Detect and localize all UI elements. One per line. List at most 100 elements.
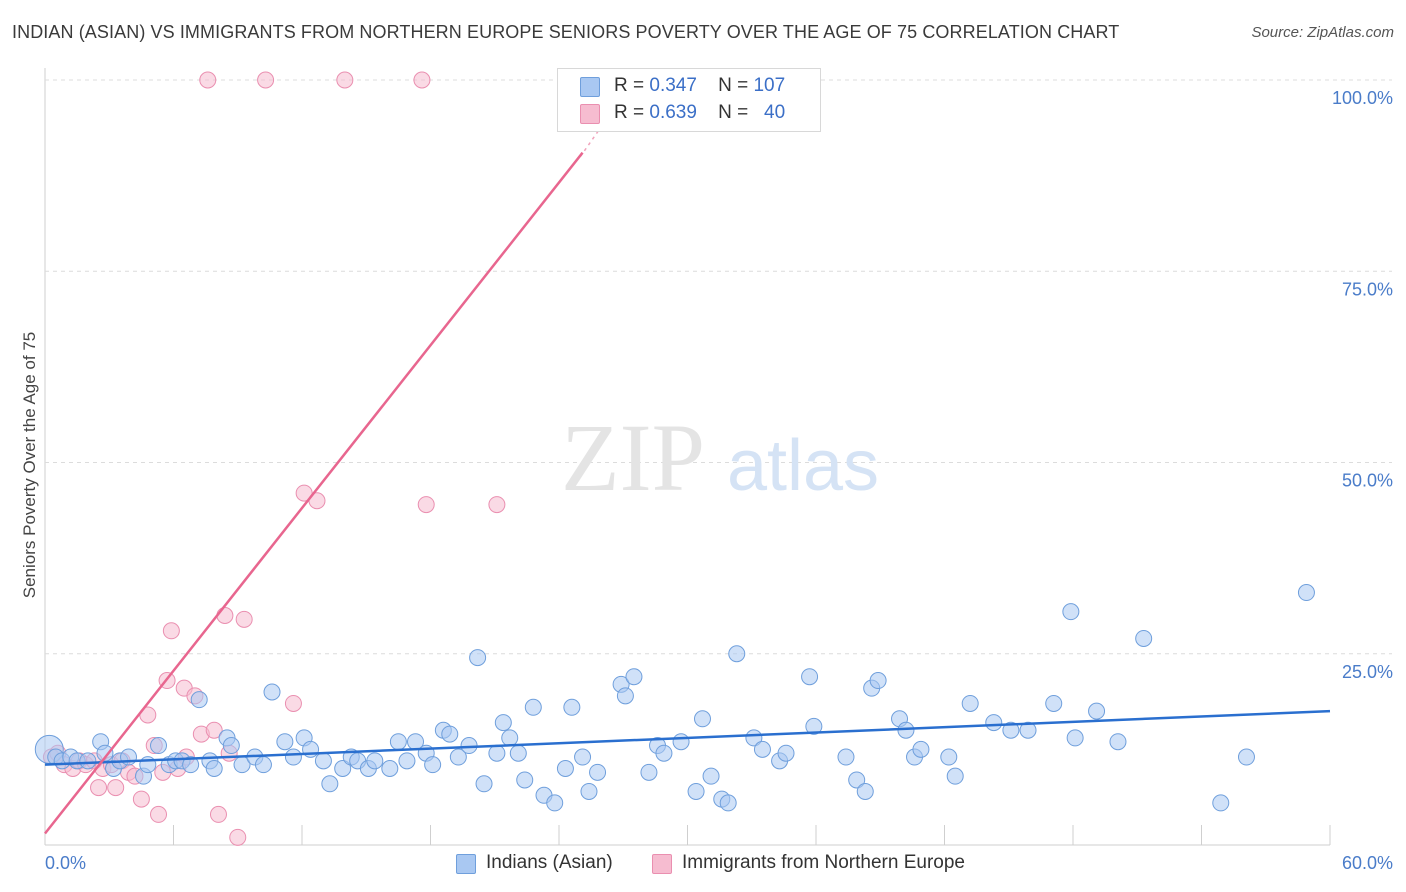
watermark-zip: ZIP	[561, 404, 705, 511]
pink-trend-line	[44, 151, 584, 835]
blue-point	[284, 748, 302, 766]
blue-point	[574, 748, 592, 766]
x-tick-marks	[44, 825, 1331, 845]
blue-point	[985, 714, 1003, 732]
blue-point	[441, 725, 459, 743]
blue-point	[1062, 603, 1080, 621]
blue-point	[366, 752, 384, 770]
blue-trend-line	[44, 709, 1331, 766]
blue-point	[1109, 733, 1127, 751]
legend-pink-swatch	[652, 854, 672, 874]
blue-point	[488, 744, 506, 762]
legend-blue-swatch	[456, 854, 476, 874]
pink-point	[284, 694, 302, 712]
blue-point	[150, 737, 168, 755]
blue-point	[516, 771, 534, 789]
blue-point	[946, 767, 964, 785]
y-tick-labels: 25.0% 50.0% 75.0% 100.0%	[1332, 88, 1393, 682]
blue-r-value: 0.347	[649, 75, 697, 96]
source-credit: Source: ZipAtlas.com	[1251, 24, 1394, 41]
blue-point	[856, 782, 874, 800]
blue-point	[254, 756, 272, 774]
blue-point	[1297, 584, 1315, 602]
x-tick-label-min: 0.0%	[45, 853, 86, 873]
blue-point	[1237, 748, 1255, 766]
pink-point	[107, 779, 125, 797]
blue-point	[546, 794, 564, 812]
blue-point	[556, 760, 574, 777]
blue-point	[687, 782, 705, 800]
blue-point	[625, 668, 643, 686]
pink-point	[205, 721, 223, 739]
blue-point	[940, 748, 958, 766]
blue-point	[205, 760, 223, 777]
y-axis-label: Seniors Poverty Over the Age of 75	[20, 331, 39, 599]
pink-point	[235, 610, 253, 628]
blue-n-value: 107	[753, 75, 786, 96]
blue-points	[34, 584, 1315, 812]
blue-point	[1045, 694, 1063, 712]
blue-point	[589, 763, 607, 781]
blue-point	[719, 794, 737, 812]
blue-point	[1002, 721, 1020, 739]
pink-n-label: N =	[718, 102, 749, 123]
blue-point	[276, 733, 294, 751]
y-tick-label: 75.0%	[1342, 279, 1393, 299]
pink-point	[199, 71, 217, 89]
legend-pink-label: Immigrants from Northern Europe	[682, 852, 965, 873]
blue-point	[469, 649, 487, 667]
pink-point	[150, 805, 168, 823]
blue-point	[398, 752, 416, 770]
blue-point	[912, 740, 930, 758]
watermark: ZIP atlas	[561, 404, 879, 511]
blue-point	[182, 756, 200, 774]
x-tick-labels: 0.0% 60.0%	[45, 853, 1393, 873]
blue-point	[494, 714, 512, 732]
blue-point	[314, 752, 332, 770]
blue-point	[449, 748, 467, 766]
pink-point	[488, 496, 506, 514]
pink-point	[257, 71, 275, 89]
blue-point	[837, 748, 855, 766]
blue-point	[616, 687, 634, 705]
pink-point	[413, 71, 431, 89]
blue-point	[1088, 702, 1106, 720]
blue-point	[389, 733, 407, 751]
blue-point	[424, 756, 442, 774]
stats-box: R = 0.347 N = 107 R = 0.639 N = 40	[557, 68, 821, 132]
pink-n-value: 40	[764, 102, 786, 123]
pink-point	[132, 790, 150, 808]
blue-point	[777, 744, 795, 762]
blue-point	[801, 668, 819, 686]
blue-point	[869, 672, 887, 690]
pink-point	[162, 622, 180, 640]
pink-point	[90, 779, 108, 797]
blue-swatch	[580, 77, 600, 97]
pink-r-value: 0.639	[649, 102, 697, 123]
pink-point	[229, 828, 247, 846]
grid-lines	[44, 68, 1392, 846]
blue-point	[693, 710, 711, 728]
pink-point	[336, 71, 354, 89]
y-tick-label: 25.0%	[1342, 662, 1393, 682]
blue-point	[563, 698, 581, 716]
blue-r-label: R =	[614, 75, 645, 96]
blue-point	[580, 782, 598, 800]
blue-point	[79, 752, 97, 770]
blue-point	[1212, 794, 1230, 812]
blue-point	[753, 740, 771, 758]
blue-point	[702, 767, 720, 785]
pink-r-label: R =	[614, 102, 645, 123]
blue-point	[1066, 729, 1084, 747]
blue-point	[805, 717, 823, 735]
blue-point	[334, 760, 352, 777]
blue-point	[1019, 721, 1037, 739]
blue-point	[655, 744, 673, 762]
blue-point	[640, 763, 658, 781]
watermark-atlas: atlas	[727, 426, 879, 506]
blue-point	[190, 691, 208, 709]
blue-point	[848, 771, 866, 789]
blue-point	[501, 729, 519, 747]
y-tick-label: 100.0%	[1332, 88, 1393, 108]
